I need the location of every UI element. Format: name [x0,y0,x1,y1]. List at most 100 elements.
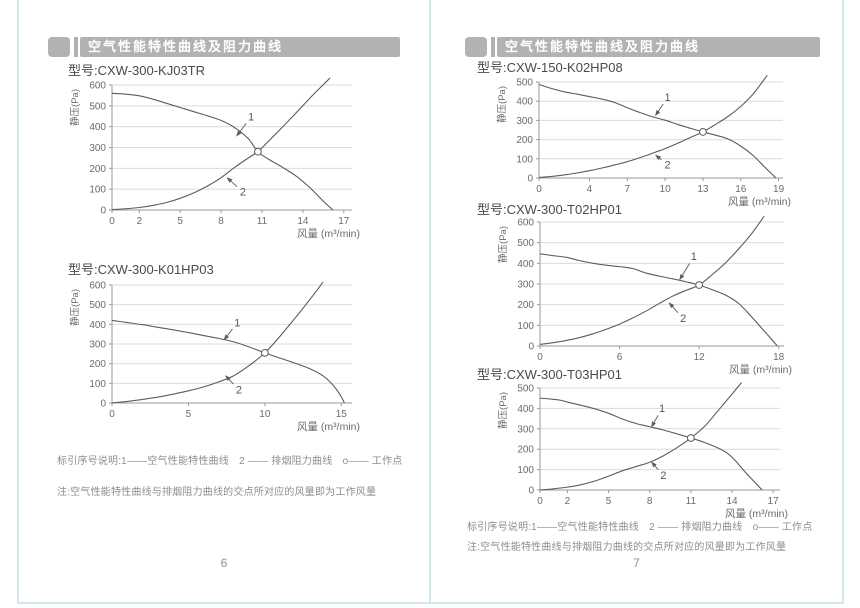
svg-text:2: 2 [565,496,571,507]
svg-text:风量 (m³/min): 风量 (m³/min) [729,364,792,376]
header-accent-sliver [74,37,78,57]
model-label-t02hp01: 型号:CXW-300-T02HP01 [477,202,622,217]
svg-text:0: 0 [527,174,533,185]
chart-cxw-300-k01hp03: 0 100 200 300 400 500 600 0 5 10 15 静压(Pa) 风量 (m³/mi… [69,281,360,434]
svg-text:17: 17 [768,496,780,507]
chart-cxw-150-k02hp08: 0 100 200 300 400 500 0 4 7 10 13 16 19 静压(Pa) 风量 (m³/… [496,74,791,208]
svg-text:100: 100 [89,185,106,196]
svg-text:静压(Pa): 静压(Pa) [496,86,508,123]
chart-cxw-300-t03hp01: 0 100 200 300 400 500 0 2 5 8 11 14 17 静压(Pa) 风量 (m³/m… [497,382,788,520]
svg-text:300: 300 [517,424,534,435]
svg-text:8: 8 [218,216,224,227]
svg-text:17: 17 [338,216,350,227]
section-header-title: 空气性能特性曲线及阻力曲线 [505,39,701,54]
svg-text:11: 11 [257,216,268,227]
svg-text:2: 2 [680,313,686,325]
page-number: 7 [633,556,640,570]
svg-text:静压(Pa): 静压(Pa) [69,89,81,126]
svg-text:1: 1 [691,251,697,263]
svg-text:8: 8 [647,496,653,507]
svg-text:0: 0 [528,342,534,353]
svg-text:4: 4 [587,184,593,195]
svg-text:300: 300 [516,116,533,127]
svg-text:600: 600 [89,81,106,92]
svg-text:200: 200 [516,135,533,146]
svg-text:100: 100 [517,321,534,332]
page-border-left [17,0,19,604]
svg-text:200: 200 [517,445,534,456]
svg-text:风量 (m³/min): 风量 (m³/min) [728,196,791,208]
svg-text:2: 2 [240,187,246,199]
model-label-kj03tr: 型号:CXW-300-KJ03TR [68,63,206,78]
svg-text:0: 0 [100,206,106,217]
svg-text:500: 500 [89,101,106,112]
svg-text:2: 2 [236,385,242,397]
svg-text:300: 300 [89,143,106,154]
section-header-title: 空气性能特性曲线及阻力曲线 [88,39,284,54]
svg-text:18: 18 [773,352,785,363]
svg-text:风量 (m³/min): 风量 (m³/min) [297,228,360,240]
svg-text:5: 5 [186,409,192,420]
svg-text:15: 15 [336,409,348,420]
svg-text:2: 2 [665,159,671,171]
svg-text:静压(Pa): 静压(Pa) [497,226,509,263]
svg-text:16: 16 [735,184,747,195]
svg-text:400: 400 [516,97,533,108]
svg-text:12: 12 [694,352,706,363]
page-7: 空气性能特性曲线及阻力曲线 型号:CXW-150-K02HP08 0 100 200… [431,0,842,602]
model-label-k01hp03: 型号:CXW-300-K01HP03 [68,262,214,277]
svg-text:10: 10 [660,184,672,195]
svg-text:0: 0 [537,352,543,363]
chart-cxw-300-kj03tr: 0 100 200 300 400 500 600 0 2 5 8 11 14 17 静压(Pa) 风量 (m… [69,77,360,240]
svg-text:400: 400 [89,122,106,133]
svg-text:300: 300 [89,340,106,351]
svg-text:400: 400 [517,259,534,270]
svg-text:1: 1 [665,92,671,104]
svg-text:19: 19 [773,184,785,195]
legend-text: 标引序号说明:1——空气性能特性曲线 2 —— 排烟阻力曲线 o—— 工作点 [467,522,813,533]
svg-text:5: 5 [606,496,612,507]
model-label-k02hp08: 型号:CXW-150-K02HP08 [477,60,623,75]
svg-text:200: 200 [89,359,106,370]
page-border-bottom [17,602,844,604]
svg-text:100: 100 [516,154,533,165]
svg-text:0: 0 [100,399,106,410]
note-text: 注:空气性能特性曲线与排烟阻力曲线的交点所对应的风量即为工作风量 [467,542,787,553]
svg-text:500: 500 [517,384,534,395]
svg-text:500: 500 [517,238,534,249]
svg-text:300: 300 [517,280,534,291]
svg-text:0: 0 [528,486,534,497]
note-text: 注:空气性能特性曲线与排烟阻力曲线的交点所对应的风量即为工作风量 [57,487,377,498]
svg-text:7: 7 [624,184,630,195]
svg-text:2: 2 [136,216,142,227]
svg-text:200: 200 [517,300,534,311]
legend-text: 标引序号说明:1——空气性能特性曲线 2 —— 排烟阻力曲线 o—— 工作点 [57,456,403,467]
svg-text:13: 13 [697,184,709,195]
svg-text:风量 (m³/min): 风量 (m³/min) [297,421,360,433]
svg-text:100: 100 [517,465,534,476]
svg-text:400: 400 [517,404,534,415]
svg-text:500: 500 [516,78,533,89]
svg-text:2: 2 [660,470,666,482]
svg-text:6: 6 [617,352,623,363]
svg-text:600: 600 [517,218,534,229]
svg-text:1: 1 [248,112,254,124]
section-header: 空气性能特性曲线及阻力曲线 [80,37,400,57]
svg-text:0: 0 [109,216,115,227]
svg-text:10: 10 [259,409,271,420]
svg-text:200: 200 [89,164,106,175]
svg-text:1: 1 [234,317,240,329]
page-number: 6 [220,556,228,570]
model-label-t03hp01: 型号:CXW-300-T03HP01 [477,367,622,382]
svg-text:静压(Pa): 静压(Pa) [497,392,509,429]
section-header: 空气性能特性曲线及阻力曲线 [497,37,820,57]
header-accent-square [465,37,487,57]
svg-text:5: 5 [177,216,183,227]
header-accent-sliver [491,37,495,57]
svg-text:0: 0 [537,496,543,507]
svg-text:500: 500 [89,300,106,311]
svg-text:600: 600 [89,281,106,292]
svg-text:0: 0 [536,184,542,195]
